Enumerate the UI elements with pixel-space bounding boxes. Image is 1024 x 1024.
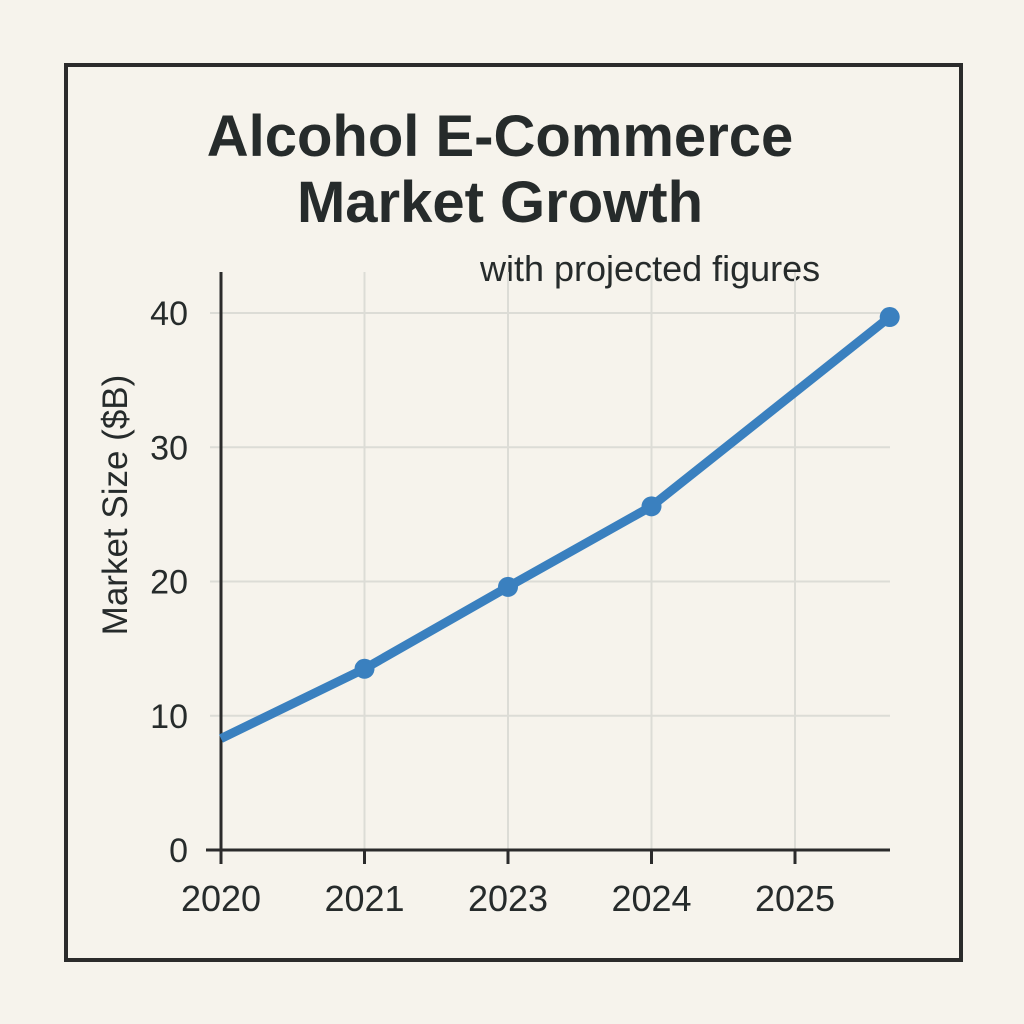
y-tick-label-20: 20	[150, 564, 188, 602]
y-tick-label-30: 30	[150, 429, 188, 467]
x-tick-label-2024: 2024	[611, 878, 691, 919]
chart-title-line-1: Alcohol E-Commerce	[206, 104, 794, 169]
series-line-0	[219, 313, 893, 743]
y-tick-label-10: 10	[150, 698, 188, 736]
data-point-2	[498, 576, 518, 597]
data-point-3	[641, 496, 662, 517]
data-point-4	[879, 307, 900, 328]
grid-lines	[210, 272, 890, 850]
chart-subtitle: with projected figures	[480, 248, 821, 289]
chart-title: Alcohol E-Commerce Market Growth	[0, 104, 1000, 236]
y-tick-label-0: 0	[169, 832, 188, 870]
chart-frame	[64, 63, 963, 962]
tick-labels: 0 10 20 30 40 2020 2021 2023 2024 2025	[150, 295, 835, 919]
chart-title-line-2: Market Growth	[296, 170, 704, 235]
y-tick-label-40: 40	[150, 295, 188, 333]
x-tick-label-2020: 2020	[181, 878, 261, 919]
series-layer	[219, 307, 900, 743]
x-tick-label-2025: 2025	[755, 878, 835, 919]
x-tick-label-2021: 2021	[324, 878, 404, 919]
x-tick-label-2023: 2023	[468, 878, 548, 919]
axes	[206, 272, 890, 864]
data-point-1	[354, 658, 375, 679]
